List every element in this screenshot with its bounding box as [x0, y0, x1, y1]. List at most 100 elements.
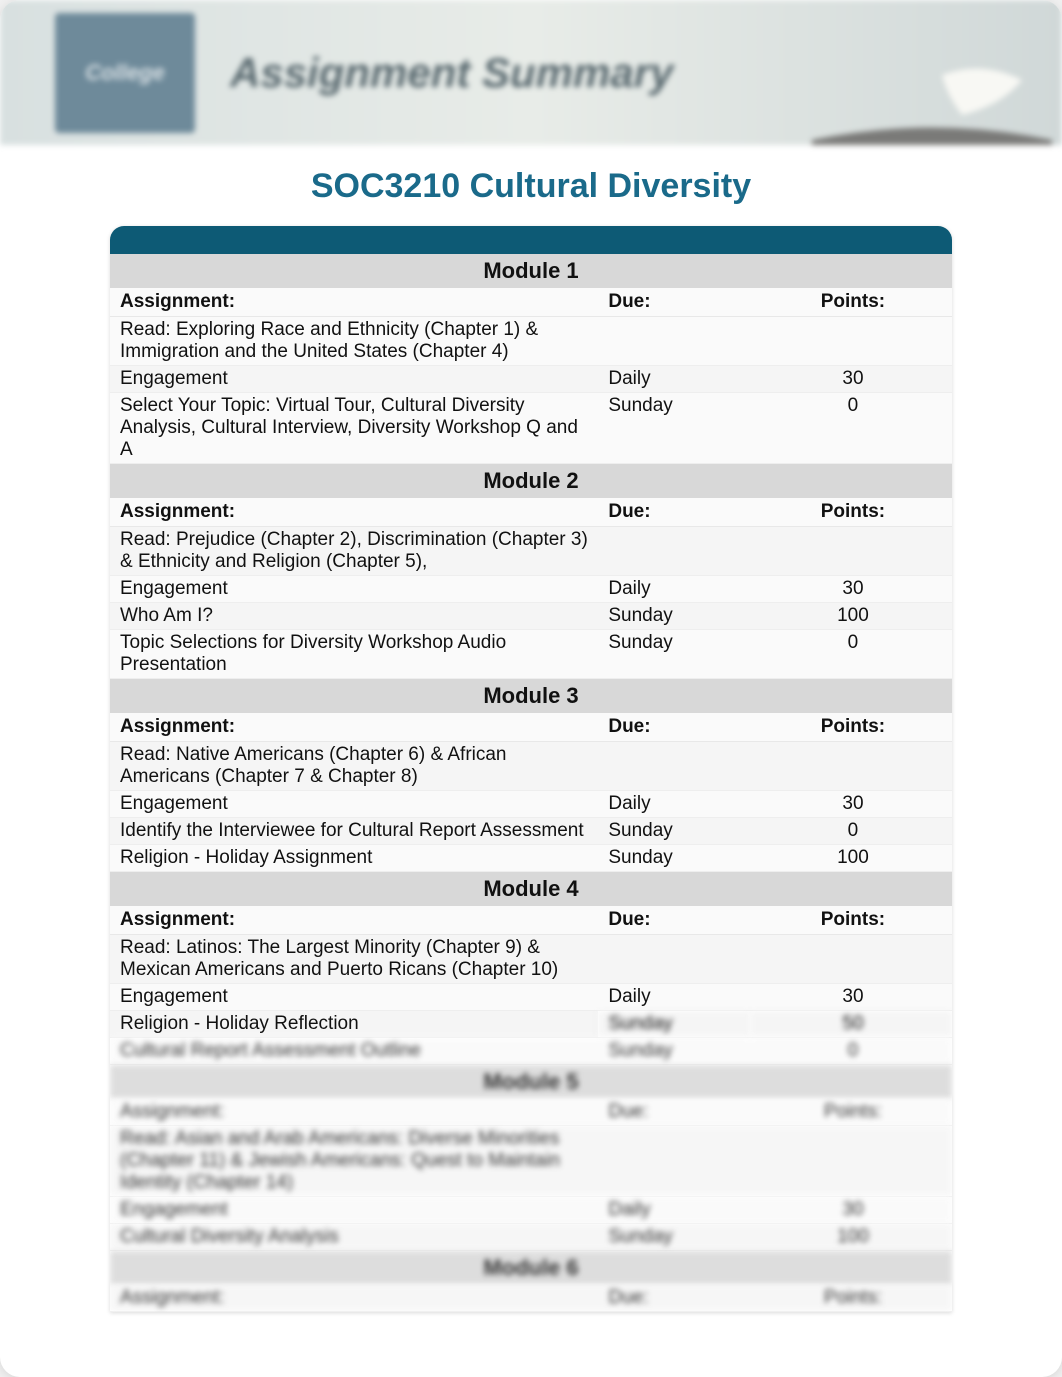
cell-points: [750, 742, 952, 791]
cell-due: Sunday: [598, 845, 750, 872]
table-row: Assignment:Due:Points:: [110, 1285, 952, 1312]
column-header-points: Points:: [750, 288, 952, 317]
cell-due: Sunday: [598, 1038, 750, 1065]
cell-assignment: Read: Latinos: The Largest Minority (Cha…: [110, 935, 598, 984]
cell-points: 0: [750, 630, 952, 679]
cell-due: Daily: [598, 366, 750, 393]
column-header-row: Assignment:Due:Points:: [110, 498, 952, 527]
cell-due: Sunday: [598, 393, 750, 464]
table-row: Assignment:Due:Points:: [110, 1099, 952, 1126]
cell-points: 100: [750, 603, 952, 630]
cell-points: 30: [750, 1197, 952, 1224]
cell-points: 30: [750, 791, 952, 818]
module-header-row: Module 3: [110, 679, 952, 714]
cell-due: [598, 527, 750, 576]
assignment-table: Module 1Assignment:Due:Points:Read: Expl…: [110, 254, 952, 1312]
column-header-due: Due:: [598, 498, 750, 527]
cell-assignment: Assignment:: [110, 1285, 598, 1312]
table-row: EngagementDaily30: [110, 1197, 952, 1224]
cell-points: 50: [750, 1011, 952, 1038]
column-header-points: Points:: [750, 498, 952, 527]
column-header-assignment: Assignment:: [110, 498, 598, 527]
cell-points: [750, 1126, 952, 1197]
cell-due: Due:: [598, 1099, 750, 1126]
cell-due: Sunday: [598, 630, 750, 679]
cell-due: Daily: [598, 576, 750, 603]
cell-assignment: Engagement: [110, 1197, 598, 1224]
cell-points: [750, 317, 952, 366]
cell-points: Points:: [750, 1099, 952, 1126]
column-header-due: Due:: [598, 906, 750, 935]
cell-assignment: Select Your Topic: Virtual Tour, Cultura…: [110, 393, 598, 464]
table-row: Identify the Interviewee for Cultural Re…: [110, 818, 952, 845]
cell-due: Due:: [598, 1285, 750, 1312]
table-top-bar: [110, 226, 952, 254]
course-title: SOC3210 Cultural Diversity: [0, 167, 1062, 206]
table-row: EngagementDaily30: [110, 576, 952, 603]
table-row: Topic Selections for Diversity Workshop …: [110, 630, 952, 679]
table-row: Read: Latinos: The Largest Minority (Cha…: [110, 935, 952, 984]
module-title: Module 4: [110, 872, 952, 907]
cell-assignment: Engagement: [110, 576, 598, 603]
module-header-row: Module 6: [110, 1251, 952, 1286]
column-header-points: Points:: [750, 906, 952, 935]
cell-due: Sunday: [598, 603, 750, 630]
cell-points: [750, 527, 952, 576]
table-row: Religion - Holiday ReflectionSunday50: [110, 1011, 952, 1038]
cell-points: Points:: [750, 1285, 952, 1312]
cell-points: [750, 935, 952, 984]
assignment-table-container: Module 1Assignment:Due:Points:Read: Expl…: [110, 226, 952, 1312]
cell-points: 0: [750, 393, 952, 464]
module-header-row: Module 1: [110, 254, 952, 288]
banner-title: Assignment Summary: [230, 49, 673, 97]
cell-assignment: Cultural Report Assessment Outline: [110, 1038, 598, 1065]
table-row: Read: Asian and Arab Americans: Diverse …: [110, 1126, 952, 1197]
cell-points: 0: [750, 1038, 952, 1065]
table-row: EngagementDaily30: [110, 984, 952, 1011]
cell-assignment: Read: Exploring Race and Ethnicity (Chap…: [110, 317, 598, 366]
cell-assignment: Cultural Diversity Analysis: [110, 1224, 598, 1251]
cell-due: Sunday: [598, 1224, 750, 1251]
module-header-row: Module 2: [110, 464, 952, 499]
table-row: Religion - Holiday AssignmentSunday100: [110, 845, 952, 872]
cell-due: Daily: [598, 1197, 750, 1224]
cell-assignment: Religion - Holiday Assignment: [110, 845, 598, 872]
logo: College: [55, 13, 195, 133]
table-row: Cultural Report Assessment OutlineSunday…: [110, 1038, 952, 1065]
cell-assignment: Assignment:: [110, 1099, 598, 1126]
module-title: Module 6: [110, 1251, 952, 1286]
module-header-row: Module 4: [110, 872, 952, 907]
cell-points: 0: [750, 818, 952, 845]
cell-due: [598, 935, 750, 984]
cell-due: Daily: [598, 791, 750, 818]
cell-points: 100: [750, 1224, 952, 1251]
cell-assignment: Engagement: [110, 791, 598, 818]
table-row: Read: Native Americans (Chapter 6) & Afr…: [110, 742, 952, 791]
cell-assignment: Engagement: [110, 984, 598, 1011]
cell-points: 30: [750, 984, 952, 1011]
column-header-assignment: Assignment:: [110, 906, 598, 935]
table-row: Read: Prejudice (Chapter 2), Discriminat…: [110, 527, 952, 576]
column-header-assignment: Assignment:: [110, 713, 598, 742]
module-header-row: Module 5: [110, 1065, 952, 1100]
cell-due: [598, 742, 750, 791]
cell-assignment: Who Am I?: [110, 603, 598, 630]
table-row: Read: Exploring Race and Ethnicity (Chap…: [110, 317, 952, 366]
cell-points: 30: [750, 576, 952, 603]
table-row: EngagementDaily30: [110, 366, 952, 393]
cell-due: [598, 317, 750, 366]
module-title: Module 3: [110, 679, 952, 714]
module-title: Module 5: [110, 1065, 952, 1100]
column-header-due: Due:: [598, 713, 750, 742]
column-header-row: Assignment:Due:Points:: [110, 906, 952, 935]
cell-due: Sunday: [598, 818, 750, 845]
table-row: EngagementDaily30: [110, 791, 952, 818]
cell-assignment: Read: Asian and Arab Americans: Diverse …: [110, 1126, 598, 1197]
module-title: Module 2: [110, 464, 952, 499]
cell-due: [598, 1126, 750, 1197]
cell-assignment: Religion - Holiday Reflection: [110, 1011, 598, 1038]
table-row: Who Am I?Sunday100: [110, 603, 952, 630]
column-header-points: Points:: [750, 713, 952, 742]
cell-assignment: Read: Native Americans (Chapter 6) & Afr…: [110, 742, 598, 791]
table-row: Cultural Diversity AnalysisSunday100: [110, 1224, 952, 1251]
